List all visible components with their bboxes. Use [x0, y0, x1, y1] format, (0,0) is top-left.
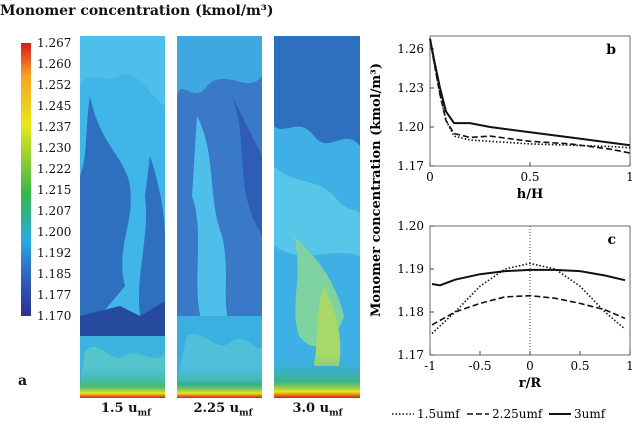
- y-tick-label: 1.17: [397, 348, 424, 362]
- colorbar-tick-label: 1.222: [37, 162, 72, 176]
- colorbar-tick-label: 1.237: [37, 120, 72, 134]
- panel-letter: b: [606, 42, 616, 58]
- contour-panel-1: [80, 36, 165, 398]
- caption-sub: mf: [239, 408, 253, 419]
- chart-b: 1.17 1.20 1.23 1.26 0 0.5 1 h/H b: [397, 35, 632, 202]
- colorbar-tick-label: 1.252: [37, 78, 72, 92]
- caption-sub: mf: [329, 408, 343, 419]
- colorbar-tick-label: 1.207: [37, 204, 72, 218]
- caption-sub: mf: [137, 408, 151, 419]
- x-tick-label: -0.5: [468, 359, 491, 373]
- x-tick-label: 1: [626, 359, 632, 373]
- y-tick-label: 1.26: [397, 42, 424, 56]
- colorbar-tick-label: 1.177: [37, 288, 72, 302]
- x-tick-label: -1: [424, 359, 436, 373]
- colorbar-tick-label: 1.260: [37, 57, 72, 71]
- caption-main: 3.0 u: [292, 401, 330, 416]
- colorbar-tick-label: 1.200: [37, 225, 72, 239]
- y-tick-label: 1.20: [397, 219, 424, 233]
- colorbar-tick-label: 1.245: [37, 99, 72, 113]
- colorbar-tick-label: 1.170: [37, 309, 72, 323]
- x-tick-label: 0: [526, 359, 534, 373]
- x-tick-label: 0: [426, 170, 434, 184]
- series-line-2.25umf: [429, 38, 631, 154]
- panel-letter: c: [607, 232, 616, 248]
- colorbar-tick-label: 1.230: [37, 141, 72, 155]
- colorbar-tick-label: 1.185: [37, 267, 72, 281]
- legend-label: 2.25umf: [492, 407, 544, 421]
- series-line-3umf: [429, 38, 631, 147]
- panel-a-label: a: [18, 373, 28, 389]
- contour-plots: [80, 36, 360, 398]
- contour-caption-3: 3.0 umf: [285, 401, 350, 419]
- x-axis-label: h/H: [517, 187, 543, 202]
- chart-c: 1.17 1.18 1.19 1.20 -1 -0.5 0 0.5 1 r/R c: [397, 219, 632, 391]
- x-tick-label: 0.5: [520, 170, 539, 184]
- line-charts: 1.171.201.231.260 0.5 1h/Hb 1.171.181.191.…: [369, 35, 632, 421]
- figure-title: Monomer concentration (kmol/m³): [0, 3, 274, 19]
- contour-panel-3: [274, 36, 360, 398]
- y-tick-label: 1.20: [397, 120, 424, 134]
- caption-main: 1.5 u: [100, 401, 138, 416]
- y-tick-label: 1.17: [397, 159, 424, 173]
- series-line-1.5umf: [431, 262, 626, 335]
- caption-main: 2.25 u: [193, 401, 240, 416]
- contour-panel-2: [177, 36, 262, 398]
- legend: 1.5umf 2.25umf 3umf: [392, 407, 607, 421]
- colorbar-tick-label: 1.192: [37, 246, 72, 260]
- series-line-2.25umf: [431, 294, 626, 326]
- x-tick-label: 0.5: [570, 359, 589, 373]
- colorbar-tick-label: 1.267: [37, 36, 72, 50]
- y-tick-label: 1.18: [397, 305, 424, 319]
- colorbar: [21, 43, 31, 316]
- colorbar-tick-label: 1.215: [37, 183, 72, 197]
- legend-label: 1.5umf: [417, 407, 461, 421]
- x-axis-label: r/R: [519, 376, 542, 391]
- series-line-3umf: [431, 268, 626, 287]
- x-tick-label: 1: [626, 170, 632, 184]
- plot-frame: [429, 225, 631, 356]
- y-tick-label: 1.19: [397, 262, 424, 276]
- plot-frame: [429, 35, 631, 167]
- y-axis-label: Monomer concentration (kmol/m³): [369, 63, 384, 317]
- contour-caption-1: 1.5 umf: [96, 401, 156, 419]
- legend-label: 3umf: [574, 407, 607, 421]
- y-tick-label: 1.23: [397, 81, 424, 95]
- contour-caption-2: 2.25 umf: [188, 401, 258, 419]
